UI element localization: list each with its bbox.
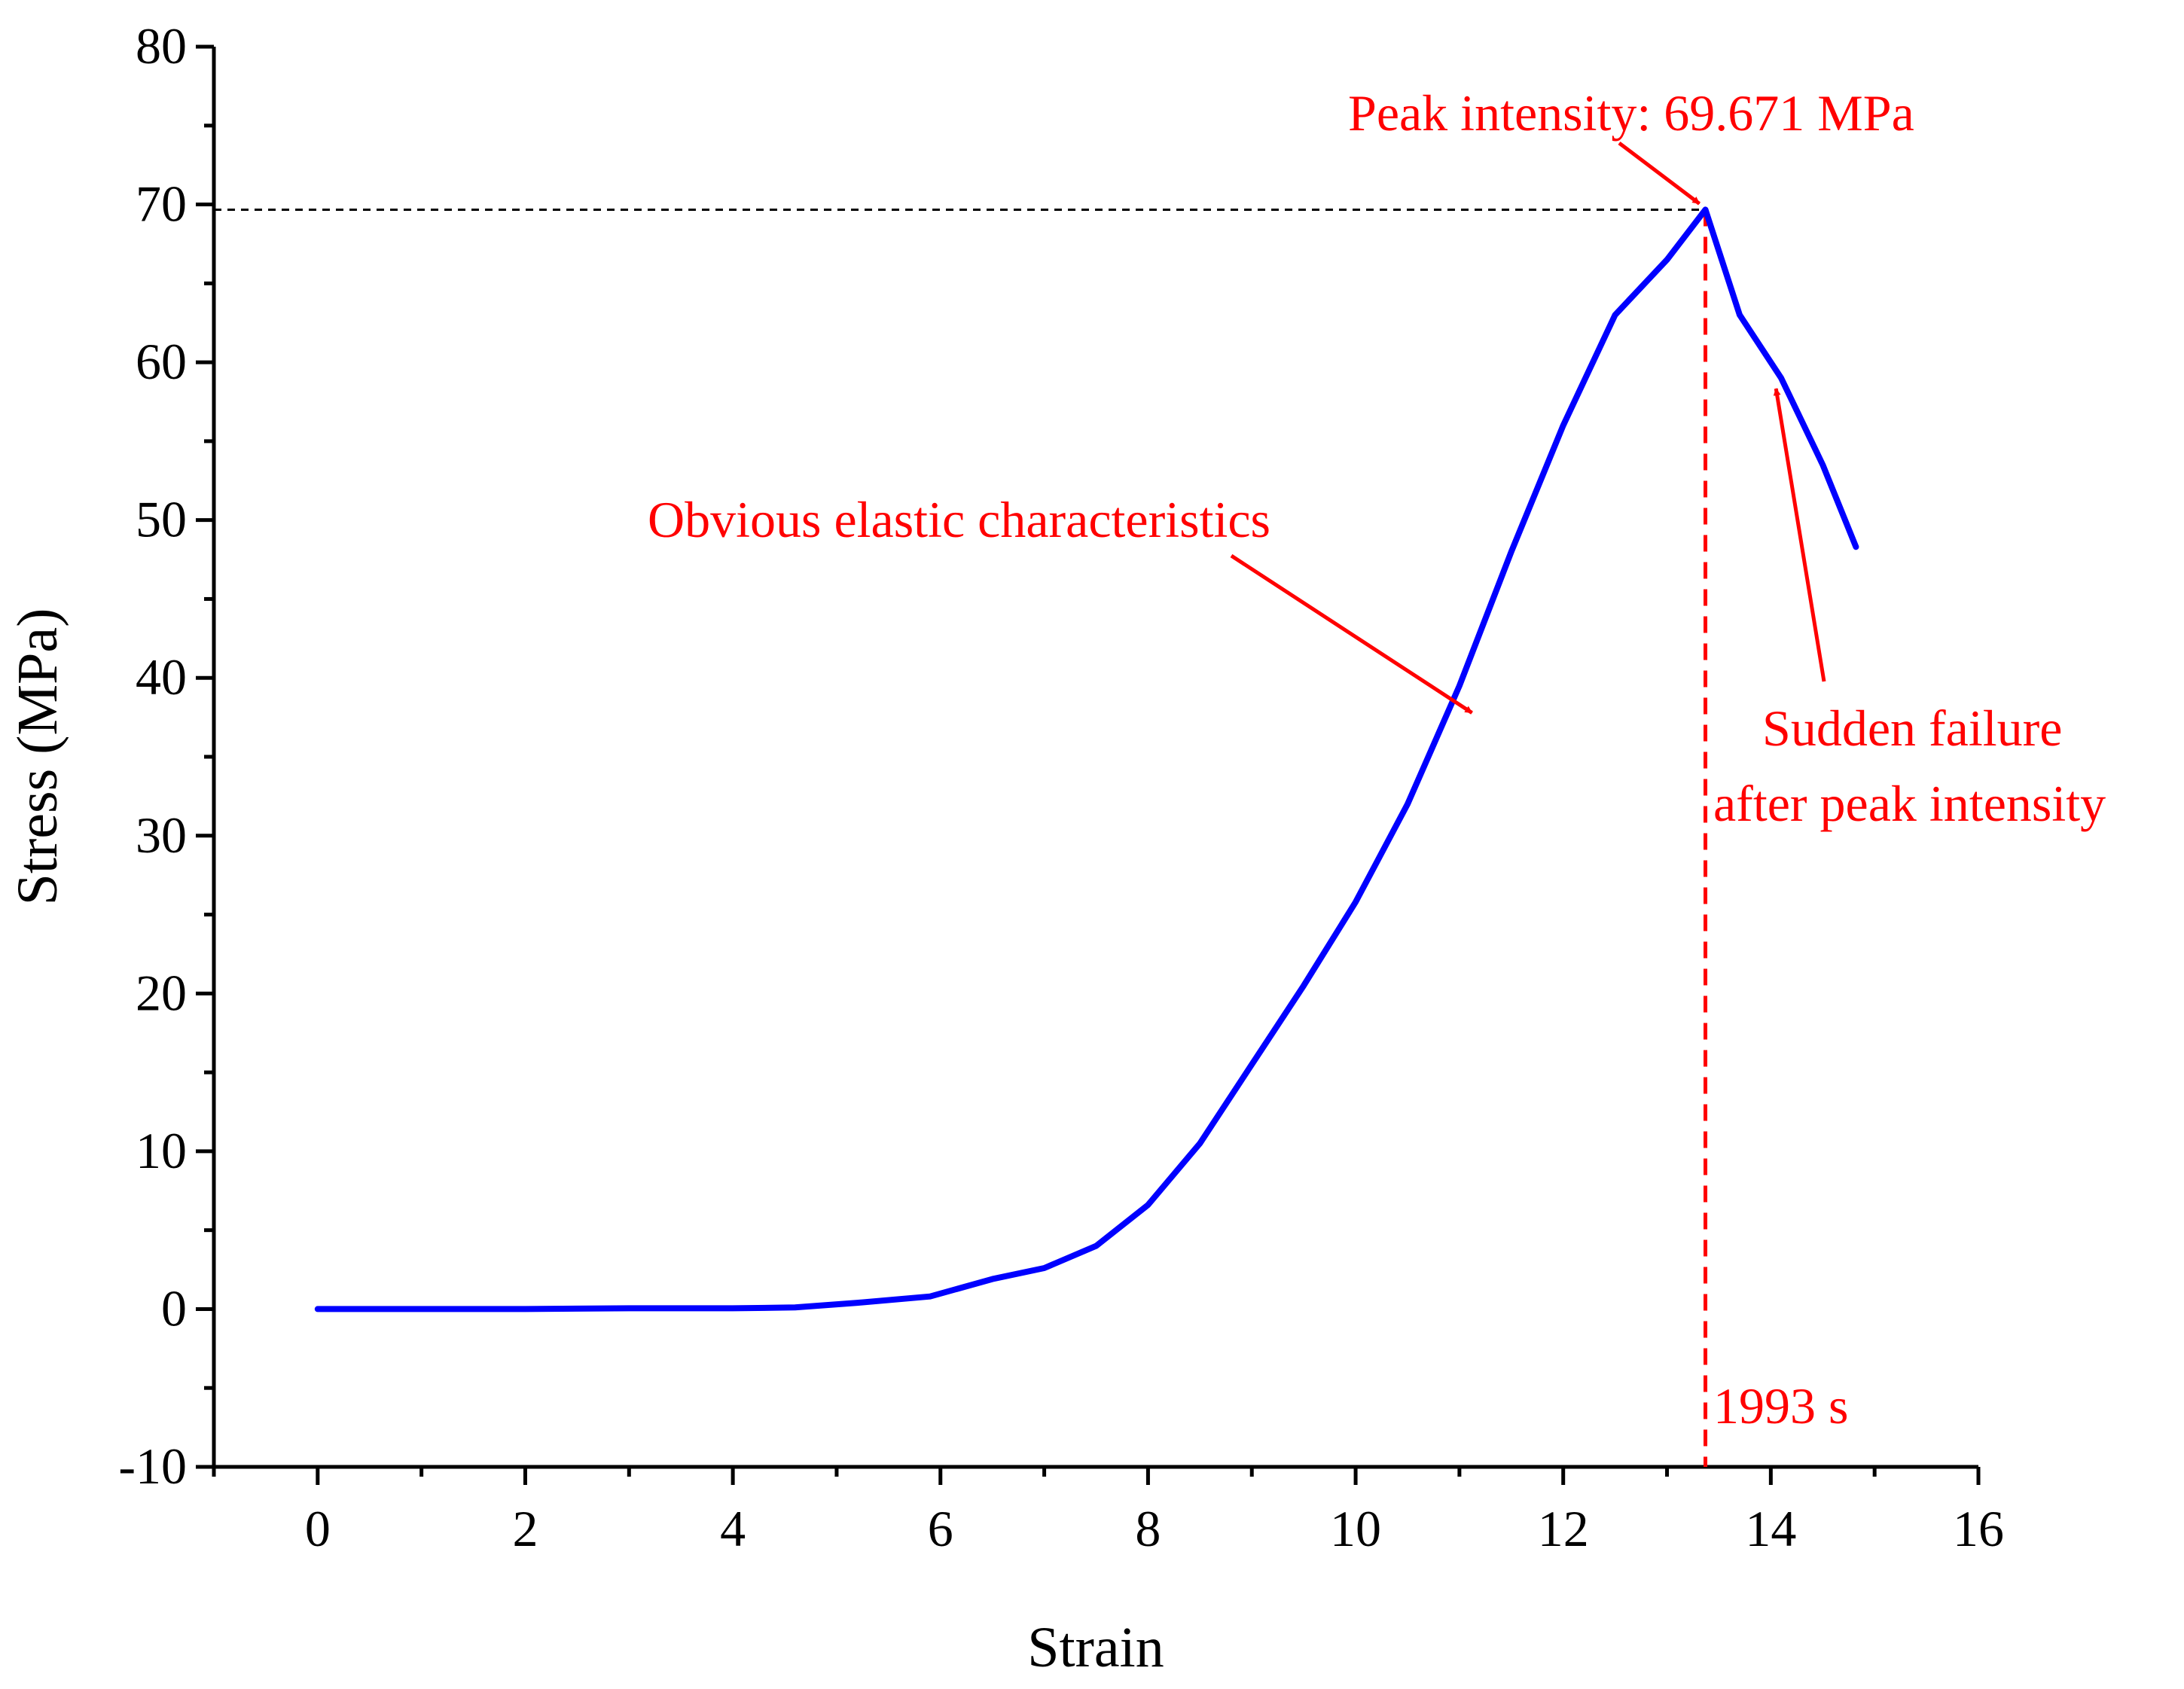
x-axis-ticks: 0 2 4 6 8 10 12 14 16	[212, 1467, 2004, 1557]
x-tick-label: 14	[1745, 1500, 1796, 1557]
stress-strain-curve	[314, 206, 1859, 1312]
y-tick-label: 40	[136, 648, 187, 706]
time-annotation: 1993 s	[1713, 1377, 1848, 1434]
y-tick-label: 10	[136, 1122, 187, 1179]
y-axis-ticks: -10 0 10 20 30 40 50 60 70 80	[118, 17, 214, 1495]
sudden-failure-annotation: Sudden failure	[1762, 700, 2062, 757]
y-axis-title: Stress (MPa)	[6, 608, 69, 906]
elastic-annotation: Obvious elastic characteristics	[648, 491, 1270, 548]
y-tick-label: 0	[161, 1279, 187, 1337]
y-tick-label: 70	[136, 175, 187, 233]
after-peak-annotation: after peak intensity	[1713, 775, 2106, 832]
y-tick-label: 30	[136, 806, 187, 864]
x-tick-label: 0	[305, 1500, 331, 1557]
x-tick-label: 2	[512, 1500, 538, 1557]
x-tick-label: 12	[1538, 1500, 1589, 1557]
x-tick-label: 16	[1953, 1500, 2004, 1557]
y-tick-label: 20	[136, 964, 187, 1021]
peak-intensity-arrow	[1618, 142, 1701, 206]
x-tick-label: 6	[928, 1500, 953, 1557]
peak-intensity-annotation: Peak intensity: 69.671 MPa	[1348, 84, 1914, 142]
sudden-failure-arrow	[1773, 388, 1826, 682]
x-axis-title: Strain	[1027, 1616, 1164, 1679]
x-tick-label: 4	[720, 1500, 746, 1557]
y-tick-label: 50	[136, 491, 187, 548]
y-tick-label: 80	[136, 17, 187, 75]
x-tick-label: 8	[1135, 1500, 1161, 1557]
y-tick-label: 60	[136, 333, 187, 390]
y-tick-label: -10	[118, 1437, 187, 1495]
x-tick-label: 10	[1330, 1500, 1381, 1557]
elastic-arrow	[1230, 553, 1473, 715]
